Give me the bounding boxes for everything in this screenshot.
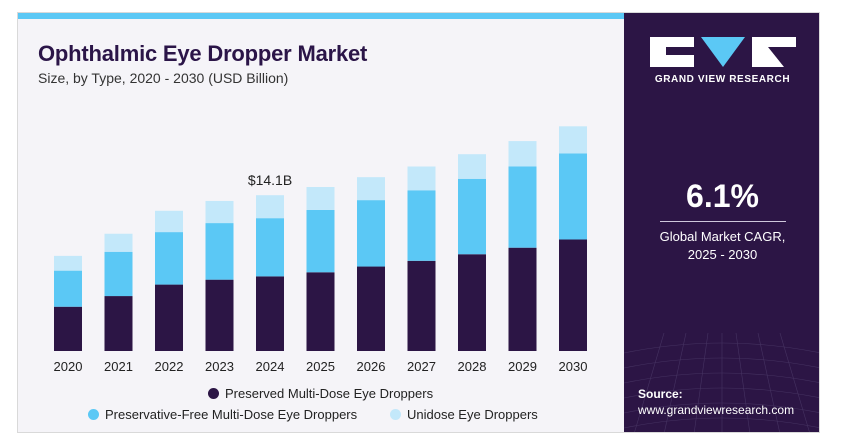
- cagr-label-line2: 2025 - 2030: [687, 247, 758, 262]
- bar-2026-series-2: [357, 200, 385, 267]
- bar-2021-series-2: [104, 251, 133, 297]
- accent-bar: [18, 13, 624, 19]
- bar-2024-series-1: [256, 276, 284, 351]
- legend-label-preservative-free: Preservative-Free Multi-Dose Eye Dropper…: [105, 407, 358, 422]
- source-url: www.grandviewresearch.com: [638, 403, 795, 417]
- chart-subtitle: Size, by Type, 2020 - 2030 (USD Billion): [38, 70, 289, 86]
- legend-label-preserved: Preserved Multi-Dose Eye Droppers: [225, 386, 434, 401]
- legend-item-preservative-free: Preservative-Free Multi-Dose Eye Dropper…: [88, 407, 357, 422]
- x-tick-label-2024: 2024: [256, 359, 285, 374]
- infographic-card: Ophthalmic Eye Dropper Market Size, by T…: [17, 12, 820, 433]
- info-panel: GRAND VIEW RESEARCH 6.1% Global Market C…: [624, 13, 819, 432]
- bar-2028-series-3: [458, 154, 486, 179]
- bar-2030-series-2: [559, 153, 587, 240]
- bar-2029-series-3: [508, 141, 537, 167]
- bar-2030-series-3: [559, 126, 587, 154]
- legend-swatch-preservative-free: [88, 409, 99, 420]
- x-tick-label-2030: 2030: [559, 359, 588, 374]
- legend-item-unidose: Unidose Eye Droppers: [390, 407, 538, 422]
- cagr-label: Global Market CAGR, 2025 - 2030: [634, 228, 811, 264]
- grand-view-research-logo-icon: [650, 37, 796, 67]
- bar-2023-series-1: [205, 279, 234, 351]
- x-tick-label-2029: 2029: [508, 359, 537, 374]
- bar-2025-series-3: [306, 187, 335, 210]
- decorative-grid-pattern: [624, 333, 819, 432]
- bar-2023-series-3: [205, 200, 234, 224]
- bar-2025-series-1: [306, 272, 335, 351]
- x-tick-label-2028: 2028: [458, 359, 487, 374]
- bar-2026-series-3: [357, 177, 385, 201]
- bar-2020-series-3: [54, 255, 82, 271]
- bar-2024-series-3: [256, 195, 284, 219]
- x-tick-label-2026: 2026: [357, 359, 386, 374]
- bar-2020-series-2: [54, 270, 82, 307]
- data-label-2024: $14.1B: [248, 172, 292, 188]
- bar-2022-series-3: [155, 210, 183, 233]
- bar-2022-series-1: [155, 284, 183, 351]
- bar-2023-series-2: [205, 223, 234, 280]
- bar-2021-series-3: [104, 233, 133, 252]
- x-tick-label-2023: 2023: [205, 359, 234, 374]
- cagr-value: 6.1%: [686, 178, 759, 214]
- source-label: Source:: [638, 387, 683, 401]
- bar-2027-series-3: [407, 166, 436, 191]
- legend-swatch-preserved: [208, 388, 219, 399]
- cagr-divider: [660, 221, 786, 222]
- bar-2028-series-1: [458, 254, 486, 351]
- bar-2025-series-2: [306, 209, 335, 273]
- brand-name: GRAND VIEW RESEARCH: [654, 74, 791, 85]
- bar-2021-series-1: [104, 296, 133, 351]
- x-tick-label-2020: 2020: [54, 359, 83, 374]
- bar-2024-series-2: [256, 218, 284, 277]
- bar-2030-series-1: [559, 239, 587, 351]
- bar-2027-series-2: [407, 190, 436, 261]
- bar-2022-series-2: [155, 232, 183, 285]
- stacked-bar-chart: 2020 2021 2022 2023 2024 2025 2026 2027 2028 2029…: [54, 126, 588, 374]
- bar-2026-series-1: [357, 266, 385, 351]
- bar-2029-series-1: [508, 247, 537, 351]
- bar-2029-series-2: [508, 166, 537, 248]
- cagr-label-line1: Global Market CAGR,: [659, 229, 786, 244]
- chart-panel: Ophthalmic Eye Dropper Market Size, by T…: [18, 19, 624, 432]
- legend-label-unidose: Unidose Eye Droppers: [407, 407, 538, 422]
- legend-item-preserved: Preserved Multi-Dose Eye Droppers: [208, 386, 433, 401]
- chart-title: Ophthalmic Eye Dropper Market: [38, 41, 368, 66]
- legend-swatch-unidose: [390, 409, 401, 420]
- bar-2027-series-1: [407, 260, 436, 351]
- x-tick-label-2022: 2022: [155, 359, 184, 374]
- x-tick-label-2027: 2027: [407, 359, 436, 374]
- bar-2028-series-2: [458, 178, 486, 255]
- x-tick-label-2021: 2021: [104, 359, 133, 374]
- x-tick-label-2025: 2025: [306, 359, 335, 374]
- bar-2020-series-1: [54, 306, 82, 351]
